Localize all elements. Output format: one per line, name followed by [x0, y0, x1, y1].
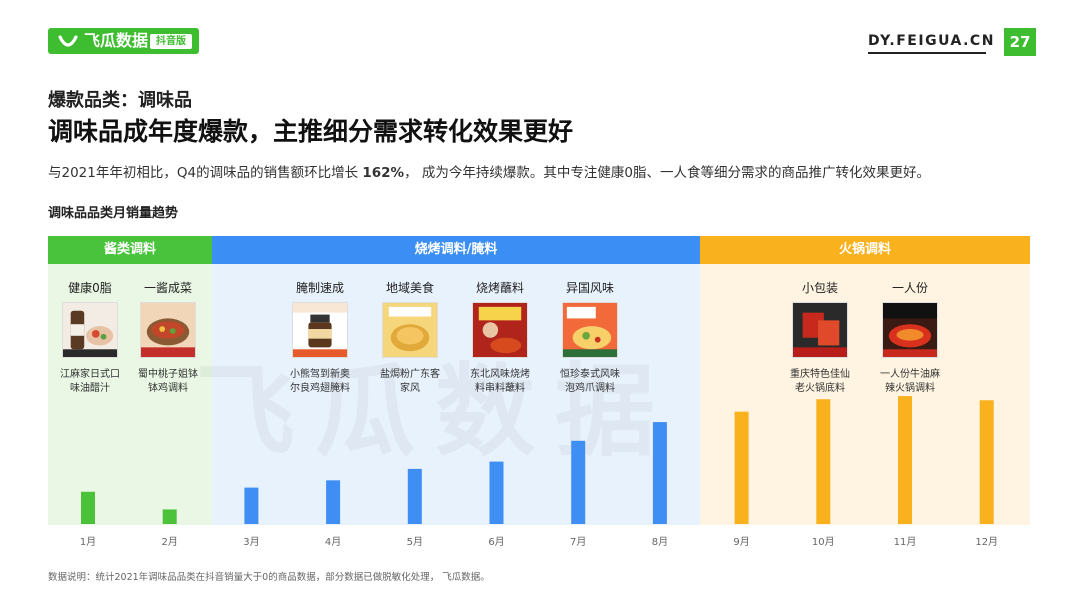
spice-powder-icon: [472, 302, 528, 358]
bar-4月: [326, 480, 341, 524]
page-number: 27: [1004, 28, 1036, 56]
group-header-bbq: 烧烤调料/腌料: [212, 236, 700, 264]
product-name-line: 味油醋汁: [70, 383, 110, 394]
product-name-line: 恒珍泰式风味: [560, 369, 620, 380]
product-name-line: 泡鸡爪调料: [565, 383, 615, 394]
subcategory-label: 烧烤蘸料: [475, 281, 524, 295]
product-name-line: 盐焗粉广东客: [380, 369, 440, 380]
site-underline: [868, 52, 986, 54]
description-post: ， 成为今年持续爆款。其中专注健康0脂、一人食等细分需求的商品推广转化效果更好。: [404, 165, 930, 181]
bar-5月: [407, 468, 422, 524]
product-name-line: 江麻家日式口: [60, 369, 120, 380]
x-tick-label: 7月: [570, 536, 586, 548]
product-name: 盐焗粉广东客 家风: [365, 368, 455, 396]
bar-12月: [979, 400, 994, 524]
bar-6月: [489, 461, 504, 524]
product-name: 东北风味烧烤 料串料蘸料: [455, 368, 545, 396]
product-name-line: 尔良鸡翅腌料: [290, 383, 350, 394]
subcategory-label: 一人份: [891, 281, 928, 295]
description: 与2021年年初相比，Q4的调味品的销售额环比增长 162%， 成为今年持续爆款…: [48, 161, 930, 181]
x-tick-label: 1月: [80, 536, 96, 548]
description-highlight: 162%: [362, 165, 405, 181]
product-name-line: 东北风味烧烤: [470, 369, 530, 380]
hotpot-base-icon: [792, 302, 848, 358]
product-name-line: 钵鸡调料: [148, 383, 188, 394]
group-header-sauce: 酱类调料: [48, 236, 212, 264]
x-tick-label: 6月: [488, 536, 504, 548]
product-name: 小熊驾到新奥 尔良鸡翅腌料: [275, 368, 365, 396]
product-name-line: 辣火锅调料: [885, 383, 935, 394]
product-name: 一人份牛油麻 辣火锅调料: [865, 368, 955, 396]
bar-1月: [81, 491, 95, 524]
x-tick-label: 5月: [407, 536, 423, 548]
x-tick-label: 8月: [652, 536, 668, 548]
bar-2月: [162, 509, 177, 524]
group-bg-hotpot: [700, 264, 1030, 525]
product-name-line: 重庆特色佳仙: [790, 369, 850, 380]
product-name-line: 料串料蘸料: [475, 383, 525, 394]
headline: 调味品成年度爆款，主推细分需求转化效果更好: [48, 117, 574, 146]
logo-badge: 抖音版: [150, 34, 192, 49]
product-name-line: 老火锅底料: [795, 383, 845, 394]
logo-text: 飞瓜数据: [84, 31, 149, 50]
jar-icon: [292, 302, 348, 358]
product-name-line: 一人份牛油麻: [880, 369, 940, 380]
subcategory-label: 地域美食: [385, 281, 434, 295]
section-title: 爆款品类：调味品: [48, 90, 192, 111]
bar-11月: [898, 396, 912, 524]
bar-10月: [816, 399, 831, 524]
subcategory-label: 健康0脂: [68, 281, 112, 295]
x-tick-label: 4月: [325, 536, 341, 548]
x-tick-label: 10月: [812, 536, 835, 548]
product-name: 江麻家日式口 味油醋汁: [45, 368, 135, 396]
hotpot-single-icon: [882, 302, 938, 358]
product-name-line: 家风: [400, 383, 420, 394]
product-name: 恒珍泰式风味 泡鸡爪调料: [545, 368, 635, 396]
feigua-logo-icon: [58, 35, 78, 47]
x-tick-label: 9月: [733, 536, 749, 548]
bar-7月: [571, 440, 586, 524]
product-name-line: 蜀中桃子姐钵: [138, 369, 198, 380]
description-pre: 与2021年年初相比，Q4的调味品的销售额环比增长: [48, 165, 363, 181]
chicken-feet-icon: [562, 302, 618, 358]
x-tick-label: 3月: [243, 536, 259, 548]
product-name-line: 小熊驾到新奥: [290, 369, 350, 380]
bar-8月: [652, 422, 667, 524]
bottle-salad-icon: [62, 302, 118, 358]
chart-title: 调味品品类月销量趋势: [48, 206, 179, 221]
subcategory-label: 异国风味: [565, 281, 614, 295]
product-name: 重庆特色佳仙 老火锅底料: [775, 368, 865, 396]
chicken-icon: [382, 302, 438, 358]
bar-9月: [734, 411, 749, 524]
bar-3月: [244, 487, 259, 524]
footnote: 数据说明：统计2021年调味品品类在抖音销量大于0的商品数据，部分数据已做脱敏化…: [48, 572, 490, 583]
x-tick-label: 11月: [894, 536, 917, 548]
subcategory-label: 小包装: [801, 281, 838, 295]
product-name: 蜀中桃子姐钵 钵鸡调料: [123, 368, 213, 396]
x-tick-label: 2月: [162, 536, 178, 548]
bowl-dish-icon: [140, 302, 196, 358]
x-tick-label: 12月: [975, 536, 998, 548]
site-url: DY.FEIGUA.CN: [868, 33, 995, 49]
subcategory-label: 一酱成菜: [143, 281, 192, 295]
subcategory-label: 腌制速成: [295, 281, 344, 295]
group-header-hotpot: 火锅调料: [700, 236, 1030, 264]
